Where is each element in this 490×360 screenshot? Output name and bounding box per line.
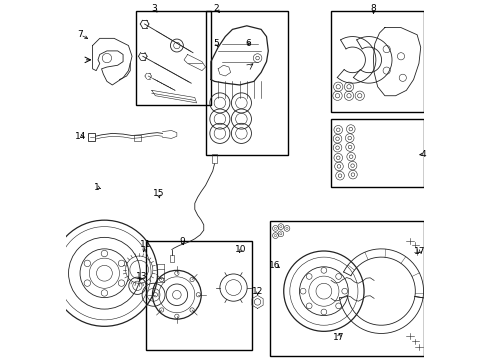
Text: 14: 14: [75, 132, 86, 141]
Text: 7: 7: [77, 30, 83, 39]
Text: 4: 4: [421, 150, 426, 159]
Text: 2: 2: [214, 4, 219, 13]
Text: 12: 12: [252, 287, 263, 296]
Text: 8: 8: [370, 4, 376, 13]
Text: 16: 16: [270, 261, 281, 270]
Text: 6: 6: [245, 39, 251, 48]
Text: 17: 17: [333, 333, 344, 342]
Text: 15: 15: [152, 189, 164, 198]
Text: 3: 3: [152, 4, 157, 13]
Bar: [170, 255, 174, 262]
Bar: [270, 221, 423, 356]
Bar: [134, 135, 141, 141]
Bar: [331, 119, 423, 187]
Text: 9: 9: [179, 237, 185, 246]
Text: 13: 13: [136, 272, 147, 281]
Text: 1: 1: [95, 183, 100, 192]
Bar: [147, 241, 252, 350]
Text: 11: 11: [140, 240, 151, 249]
Bar: [331, 12, 423, 112]
Bar: [205, 12, 288, 155]
Text: 10: 10: [235, 246, 246, 255]
Text: 5: 5: [214, 39, 219, 48]
Text: 17: 17: [414, 247, 426, 256]
Bar: [136, 12, 211, 105]
Bar: [212, 154, 217, 163]
Bar: [88, 134, 96, 141]
